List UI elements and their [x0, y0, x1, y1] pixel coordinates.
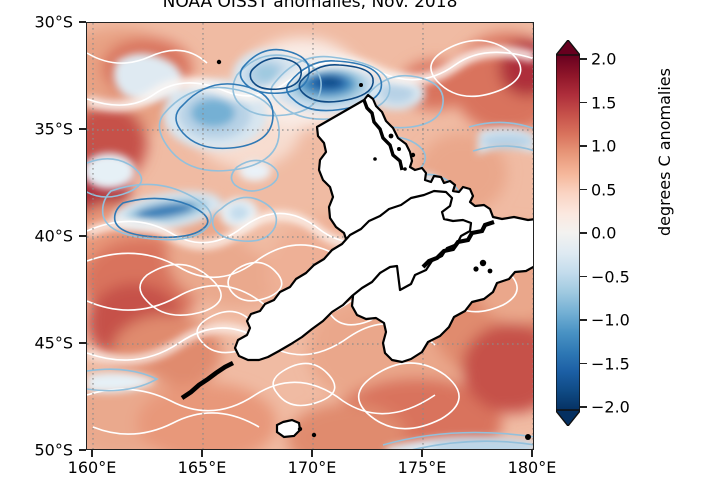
xtick-mark: [531, 450, 533, 457]
xtick-label: 160°E: [67, 458, 117, 477]
xtick-mark: [311, 450, 313, 457]
cbtick-mark: [580, 362, 587, 365]
ytick-label: 50°S: [34, 440, 73, 460]
cbtick-mark: [580, 232, 587, 234]
cbtick-label: −1.5: [591, 354, 630, 373]
xtick-mark: [201, 450, 203, 457]
new-zealand-landmass: [180, 59, 533, 440]
ytick-label: 30°S: [34, 12, 73, 32]
xtick-label: 165°E: [177, 458, 227, 477]
cbtick-mark: [580, 406, 587, 408]
ytick-label: 40°S: [34, 226, 73, 246]
xtick-mark: [421, 450, 423, 457]
ytick-label: 35°S: [34, 119, 73, 139]
colorbar-gradient: [555, 39, 581, 427]
ytick-mark: [79, 449, 86, 451]
xtick-label: 175°E: [397, 458, 447, 477]
ytick-mark: [79, 128, 86, 130]
map-plot-area: [86, 22, 534, 450]
cbtick-label: 1.0: [591, 136, 617, 156]
cbtick-mark: [580, 319, 587, 321]
ytick-mark: [79, 342, 86, 344]
colorbar-axis-label: degrees C anomalies: [655, 68, 674, 236]
cbtick-label: −1.0: [591, 310, 630, 330]
cbtick-mark: [580, 101, 587, 104]
sst-anomaly-field: [87, 23, 533, 449]
cbtick-label: 0.0: [591, 223, 617, 243]
chart-title: NOAA OISST anomalies, Nov. 2018: [162, 0, 458, 12]
ytick-mark: [79, 235, 86, 237]
cbtick-label: 2.0: [591, 49, 617, 69]
cbtick-mark: [580, 58, 587, 60]
cbtick-label: 0.5: [591, 180, 617, 199]
ytick-label: 45°S: [34, 333, 73, 353]
cbtick-mark: [580, 188, 587, 191]
cbtick-label: −2.0: [591, 397, 630, 417]
colorbar[interactable]: [555, 39, 581, 427]
ytick-mark: [79, 21, 86, 23]
xtick-label: 170°E: [287, 458, 337, 477]
cbtick-mark: [580, 145, 587, 147]
xtick-mark: [91, 450, 93, 457]
xtick-label: 180°E: [507, 458, 557, 477]
cbtick-label: 1.5: [591, 93, 617, 112]
cbtick-label: −0.5: [591, 267, 630, 286]
cbtick-mark: [580, 275, 587, 278]
